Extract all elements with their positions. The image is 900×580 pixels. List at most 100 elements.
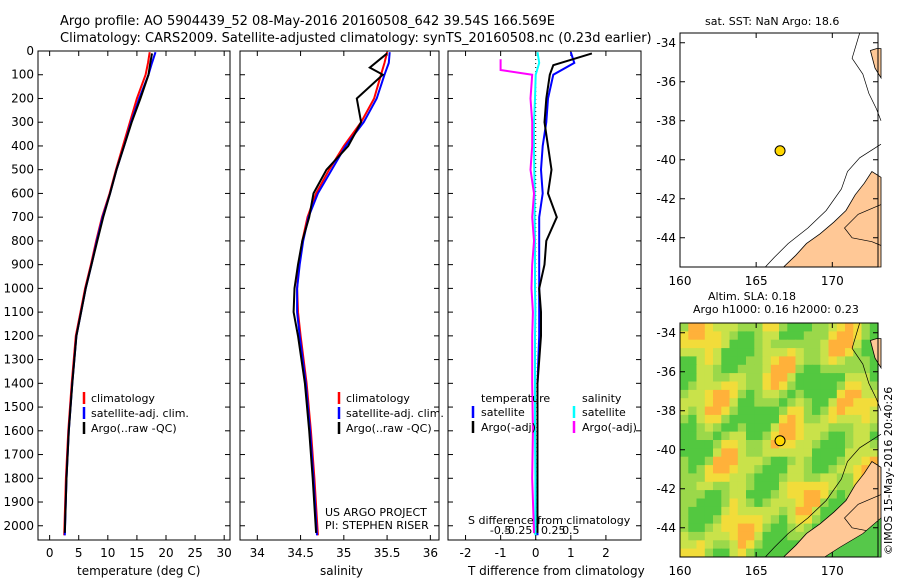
heat-cell [828, 389, 838, 399]
heat-cell [770, 406, 780, 416]
heat-cell [795, 339, 805, 349]
y-tick-label: 1700 [3, 448, 34, 462]
heat-cell [795, 515, 805, 525]
heat-cell [845, 381, 854, 391]
heat-cell [845, 323, 854, 332]
heat-cell [713, 498, 722, 508]
temperature-xlabel: temperature (deg C) [77, 564, 200, 578]
heat-cell [779, 331, 788, 341]
heat-cell [836, 406, 846, 416]
heat-cell [754, 356, 764, 366]
heat-cell [853, 398, 863, 408]
heat-cell [770, 490, 780, 499]
heat-cell [713, 431, 722, 441]
heat-cell [680, 323, 689, 332]
heat-cell [795, 490, 805, 499]
heat-cell [795, 348, 805, 357]
heat-cell [713, 423, 722, 433]
x-tick-label: 0 [532, 546, 540, 560]
heat-cell [754, 523, 764, 533]
heat-cell [688, 431, 698, 441]
heat-cell [746, 364, 755, 374]
heat-cell [853, 448, 863, 458]
heat-cell [680, 331, 689, 341]
heat-cell [845, 423, 854, 433]
heat-cell [803, 381, 813, 391]
heat-cell [795, 531, 805, 541]
x-tick-label: 35 [336, 546, 351, 560]
heat-cell [704, 523, 714, 533]
heat-cell [820, 331, 830, 341]
heat-cell [704, 389, 714, 399]
temperature-panel: 0 5 10 15 20 25 300100200300400500600700800900… [3, 44, 231, 560]
heat-cell [770, 548, 780, 558]
heat-cell [721, 331, 731, 341]
heat-cell [845, 481, 854, 491]
heat-cell [680, 515, 689, 525]
imos-watermark: ©IMOS 15-May-2016 20:40:26 [882, 387, 895, 555]
heat-cell [803, 389, 813, 399]
heat-cell [836, 423, 846, 433]
heat-cell [688, 498, 698, 508]
heat-cell [696, 373, 706, 382]
heat-cell [762, 381, 772, 391]
heat-cell [696, 473, 706, 483]
heat-cell [746, 448, 755, 458]
heat-cell [795, 423, 805, 433]
heat-cell [812, 356, 821, 366]
heat-cell [704, 431, 714, 441]
heat-cell [721, 531, 731, 541]
pi-annotation: PI: STEPHEN RISER [325, 519, 429, 532]
heat-cell [787, 356, 797, 366]
heat-cell [729, 523, 739, 533]
heat-cell [737, 423, 747, 433]
heat-cell [836, 456, 846, 466]
y-tick-label: -36 [656, 365, 676, 379]
heat-cell [721, 515, 731, 525]
heat-cell [680, 440, 689, 449]
heat-cell [812, 348, 821, 357]
heat-cell [680, 481, 689, 491]
heat-cell [704, 331, 714, 341]
heat-cell [688, 448, 698, 458]
heat-cell [704, 348, 714, 357]
heat-cell [713, 331, 722, 341]
heat-cell [721, 414, 731, 424]
x-top-tick-label: 0.5 [562, 524, 580, 537]
heat-cell [861, 456, 871, 466]
heat-cell [779, 348, 788, 357]
heat-cell [754, 540, 764, 550]
heat-cell [770, 331, 780, 341]
heat-cell [729, 456, 739, 466]
heat-cell [762, 323, 772, 332]
heat-cell [729, 431, 739, 441]
heat-cell [737, 389, 747, 399]
heat-cell [721, 481, 731, 491]
heat-cell [704, 373, 714, 382]
x-tick-label: -2 [460, 546, 472, 560]
heat-cell [704, 481, 714, 491]
heat-cell [787, 414, 797, 424]
heat-cell [680, 498, 689, 508]
heat-cell [803, 448, 813, 458]
heat-cell [721, 348, 731, 357]
heat-cell [779, 389, 788, 399]
salinity-legend: climatology satellite-adj. clim. Argo(..… [325, 392, 444, 532]
heat-cell [721, 373, 731, 382]
heat-cell [696, 323, 706, 332]
heat-cell [721, 548, 731, 558]
heat-cell [836, 348, 846, 357]
heat-cell [721, 398, 731, 408]
heat-cell [803, 515, 813, 525]
map-frame [679, 322, 879, 558]
heat-cell [820, 490, 830, 499]
heat-cell [803, 423, 813, 433]
heat-cell [721, 431, 731, 441]
heat-cell [795, 481, 805, 491]
heat-cell [680, 540, 689, 550]
heat-cell [845, 389, 854, 399]
heat-cell [762, 423, 772, 433]
x-tick-label: 25 [187, 546, 202, 560]
heat-cell [737, 481, 747, 491]
heat-cell [828, 323, 838, 332]
